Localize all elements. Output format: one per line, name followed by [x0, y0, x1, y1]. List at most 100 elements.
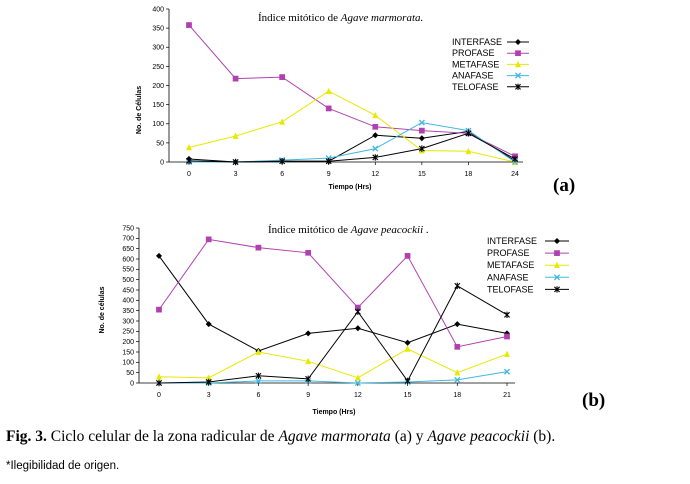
chart-a-ytick-label: 150 [152, 102, 164, 109]
chart-a-point-profase [419, 127, 425, 134]
chart-a: Índice mitótico de Agave marmorata. No. … [136, 6, 575, 196]
chart-b-ytick-label: 700 [122, 236, 134, 243]
chart-b-point-profase [205, 236, 212, 243]
chart-a-xtick-label: 0 [187, 171, 191, 178]
chart-b-ytick-label: 750 [122, 225, 134, 232]
chart-a-series-anafase [185, 119, 519, 166]
chart-a-ytick-label: 100 [152, 121, 164, 128]
chart-a-point-metafase [232, 132, 239, 139]
chart-a-ytick-label: 400 [152, 6, 164, 13]
chart-a-ytick-label: 350 [152, 26, 164, 33]
chart-a-series-telofase [186, 130, 518, 166]
chart-b-point-metafase [404, 345, 411, 352]
chart-b-point-profase [404, 253, 411, 259]
chart-b-ytick-label: 450 [122, 287, 134, 294]
chart-b-title: Índice mitótico de Agave peacockii . [268, 224, 429, 236]
chart-b-legend-item: TELOFASE [487, 284, 569, 294]
chart-a-line-metafase [188, 90, 516, 163]
chart-b-ytick-label: 250 [122, 329, 134, 336]
footnote: *Ilegibilidad de origen. [6, 460, 120, 472]
chart-b-ytick-label: 300 [122, 318, 134, 325]
chart-b-legend-label: PROFASE [487, 248, 530, 258]
chart-a-point-metafase [372, 111, 379, 119]
chart-b-legend-marker [553, 237, 561, 245]
chart-a-xtick-label: 15 [418, 171, 426, 178]
chart-b-point-telofase [354, 308, 361, 315]
chart-b-xtick-label: 15 [404, 392, 412, 399]
chart-b-ytick-label: 100 [122, 360, 134, 367]
caption-label: Fig. 3. [6, 428, 47, 445]
chart-b-point-interfase [404, 339, 411, 346]
chart-a-xtick-label: 6 [280, 171, 284, 178]
chart-a-legend-marker [514, 38, 522, 46]
chart-b-legend-marker [554, 286, 560, 293]
chart-b-ytick-label: 0 [130, 380, 134, 387]
chart-b-xtick-label: 12 [354, 392, 362, 399]
caption-text-1: Ciclo celular de la zona radicular de [46, 428, 279, 445]
chart-a-point-profase [186, 22, 192, 28]
chart-b-line-metafase [158, 348, 508, 379]
chart-b-legend-label: INTERFASE [487, 236, 537, 246]
chart-b-panel-label: (b) [582, 390, 605, 411]
chart-b-point-interfase [205, 321, 212, 328]
figure-caption: Fig. 3. Ciclo celular de la zona radicul… [6, 428, 690, 446]
chart-b-xtick-label: 9 [306, 392, 310, 399]
chart-a-legend-item: TELOFASE [452, 82, 529, 92]
chart-b-point-metafase [156, 373, 162, 380]
chart-a-legend-label: INTERFASE [452, 37, 502, 47]
chart-b-xlabel: Tiempo (Hrs) [312, 409, 355, 416]
chart-a-xtick-label: 12 [371, 171, 379, 178]
chart-b-point-telofase [205, 378, 212, 386]
chart-b-series-interfase [155, 252, 511, 354]
caption-text-3: (b). [529, 428, 556, 445]
chart-b-line-telofase [158, 285, 508, 384]
chart-a-point-telofase [372, 154, 379, 161]
chart-b-point-metafase [305, 357, 312, 365]
chart-b-point-anafase [503, 368, 511, 375]
chart-a-legend-item: PROFASE [452, 48, 529, 58]
chart-a-line-profase [188, 24, 516, 157]
chart-b-ytick-label: 500 [122, 277, 134, 284]
chart-b-point-metafase [255, 348, 262, 355]
chart-b-ytick-label: 600 [122, 256, 134, 263]
chart-a-ylabel: No. de Células [136, 86, 143, 134]
chart-b-point-telofase [156, 379, 162, 387]
chart-a-point-profase [279, 74, 285, 80]
chart-b-ylabel: No. de células [99, 286, 106, 333]
chart-a-point-telofase [512, 155, 518, 163]
chart-a-xtick-label: 9 [327, 171, 331, 178]
chart-b-line-interfase [158, 255, 508, 352]
chart-b-line-profase [158, 238, 508, 348]
chart-a-ytick-label: 0 [160, 159, 164, 166]
chart-b-ytick-label: 550 [122, 267, 134, 274]
chart-b-ytick-label: 150 [122, 349, 134, 356]
chart-b-point-interfase [454, 321, 461, 328]
chart-b-point-metafase [454, 369, 461, 376]
chart-a-legend-marker [515, 83, 521, 90]
chart-a-ytick-label: 50 [156, 140, 164, 147]
chart-b-point-telofase [305, 375, 312, 383]
chart-a-legend-label: PROFASE [452, 48, 495, 58]
chart-b-point-metafase [504, 350, 510, 357]
chart-a-legend-item: METAFASE [452, 59, 529, 69]
chart-b-xtick-label: 0 [157, 392, 161, 399]
chart-a-point-metafase [465, 147, 472, 155]
chart-b-point-interfase [155, 252, 163, 259]
chart-b-point-anafase [255, 377, 262, 384]
chart-a-legend-label: METAFASE [452, 59, 499, 69]
chart-b-legend-item: INTERFASE [487, 236, 569, 246]
chart-a-point-telofase [325, 158, 332, 165]
chart-a-legend-label: ANAFASE [452, 71, 494, 81]
chart-a-legend-marker [515, 60, 521, 68]
chart-a-point-telofase [465, 130, 472, 137]
chart-b-point-telofase [454, 282, 461, 290]
chart-a-point-profase [232, 75, 239, 82]
chart-b-series-telofase [156, 282, 510, 387]
chart-b-xtick-label: 6 [256, 392, 260, 399]
caption-species-2: Agave peacockii [427, 428, 530, 445]
chart-b-point-profase [255, 244, 262, 251]
chart-b-point-anafase [454, 376, 461, 383]
chart-a-line-telofase [188, 132, 516, 163]
chart-a-point-profase [372, 123, 379, 130]
chart-a-legend-item: ANAFASE [452, 71, 529, 81]
